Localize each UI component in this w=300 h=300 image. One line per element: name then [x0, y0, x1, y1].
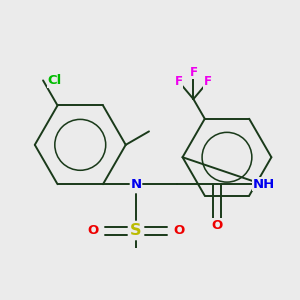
Text: NH: NH: [253, 178, 275, 191]
Text: Cl: Cl: [47, 74, 62, 87]
Text: O: O: [173, 224, 184, 237]
Text: N: N: [130, 178, 142, 191]
Text: F: F: [204, 75, 212, 88]
Text: O: O: [88, 224, 99, 237]
Text: S: S: [130, 223, 142, 238]
Text: O: O: [211, 219, 222, 232]
Text: F: F: [175, 75, 183, 88]
Text: F: F: [189, 66, 197, 79]
